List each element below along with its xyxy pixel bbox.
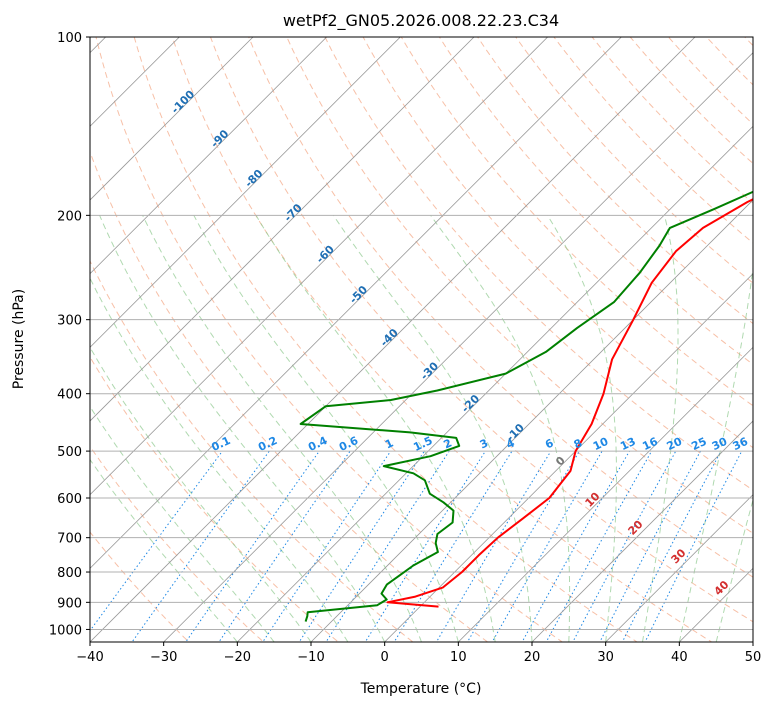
x-tick-label: −20 (224, 650, 251, 665)
dry-adiabat (171, 37, 713, 642)
mixing-ratio-label: 20 (665, 435, 685, 453)
x-tick-label: −40 (76, 650, 103, 665)
mixing-ratio-label: 16 (640, 435, 660, 453)
series-line-2 (299, 190, 753, 622)
isotherm-line (90, 37, 696, 642)
x-tick-label: 10 (450, 650, 467, 665)
plot-area (90, 37, 753, 642)
dry-adiabat (438, 37, 753, 366)
dry-adiabat (770, 24, 775, 654)
mixing-ratio-label: 10 (591, 435, 611, 453)
grid-lines (90, 37, 753, 630)
isotherm-line (163, 52, 753, 642)
mixing-ratio-label: 25 (689, 435, 708, 453)
series-line-1 (386, 198, 753, 608)
y-tick-label: 900 (57, 596, 82, 611)
x-tick-label: 50 (745, 650, 762, 665)
moist-adiabat (193, 215, 459, 642)
isotherm-line (90, 37, 401, 348)
moist-adiabat (332, 215, 533, 642)
x-tick-label: −30 (150, 650, 177, 665)
isotherm-line (90, 37, 328, 275)
isotherm-line (310, 199, 753, 642)
isotherm-line (90, 37, 475, 422)
moist-adiabat (99, 215, 386, 642)
mixing-ratio-label: 36 (731, 435, 751, 453)
dry-adiabat (286, 37, 753, 534)
y-tick-label: 700 (57, 532, 82, 547)
y-tick-label: 800 (57, 566, 82, 581)
isotherm-line (384, 273, 753, 642)
mixing-ratio-label: 13 (618, 435, 637, 453)
y-tick-label: 200 (57, 209, 82, 224)
dry-adiabat (248, 37, 753, 578)
y-tick-label: 400 (57, 388, 82, 403)
x-tick-label: −10 (297, 650, 324, 665)
isotherm-line (236, 125, 753, 642)
x-tick-label: 40 (671, 650, 688, 665)
isotherm-line (90, 37, 254, 201)
moist-adiabat (547, 215, 617, 642)
moist-adiabat (642, 215, 679, 642)
moist-adiabat (90, 346, 312, 642)
isotherm-line (90, 37, 622, 569)
moist-adiabat (90, 458, 238, 642)
isotherm-line (605, 494, 753, 642)
dry-adiabat (133, 37, 638, 642)
dry-adiabat (477, 37, 753, 325)
y-tick-label: 1000 (49, 623, 82, 638)
isotherm-line (90, 37, 549, 496)
dry-adiabat (90, 445, 265, 642)
series-layer (299, 190, 753, 622)
chart-title: wetPf2_GN05.2026.008.22.23.C34 (283, 11, 559, 31)
y-tick-label: 100 (57, 31, 82, 46)
y-axis: 100 200 300 400 500 600 700 800 900 1000 (49, 31, 90, 638)
x-tick-label: 30 (597, 650, 614, 665)
y-tick-label: 600 (57, 492, 82, 507)
isotherm-line (531, 420, 753, 642)
x-axis: −40 −30 −20 −10 0 10 20 30 40 50 (76, 642, 761, 665)
dry-adiabat (95, 37, 564, 642)
dry-adiabat (90, 259, 414, 642)
y-tick-label: 300 (57, 314, 82, 329)
x-axis-label: Temperature (°C) (360, 681, 482, 697)
moist-adiabat (90, 405, 275, 642)
dry-adiabat (400, 37, 753, 407)
dry-adiabat (209, 37, 753, 623)
dry-adiabat (90, 356, 340, 642)
moist-adiabat (678, 264, 753, 642)
moist-adiabat (90, 277, 349, 642)
y-tick-label: 500 (57, 445, 82, 460)
moist-adiabat (430, 215, 571, 642)
dry-adiabat (90, 531, 190, 642)
isotherm-line (457, 346, 753, 642)
plot-frame (89, 36, 754, 643)
x-tick-label: 20 (524, 650, 541, 665)
mixing-ratio-label: 30 (710, 435, 730, 453)
x-tick-label: 0 (381, 650, 389, 665)
y-axis-label: Pressure (hPa) (11, 289, 27, 389)
